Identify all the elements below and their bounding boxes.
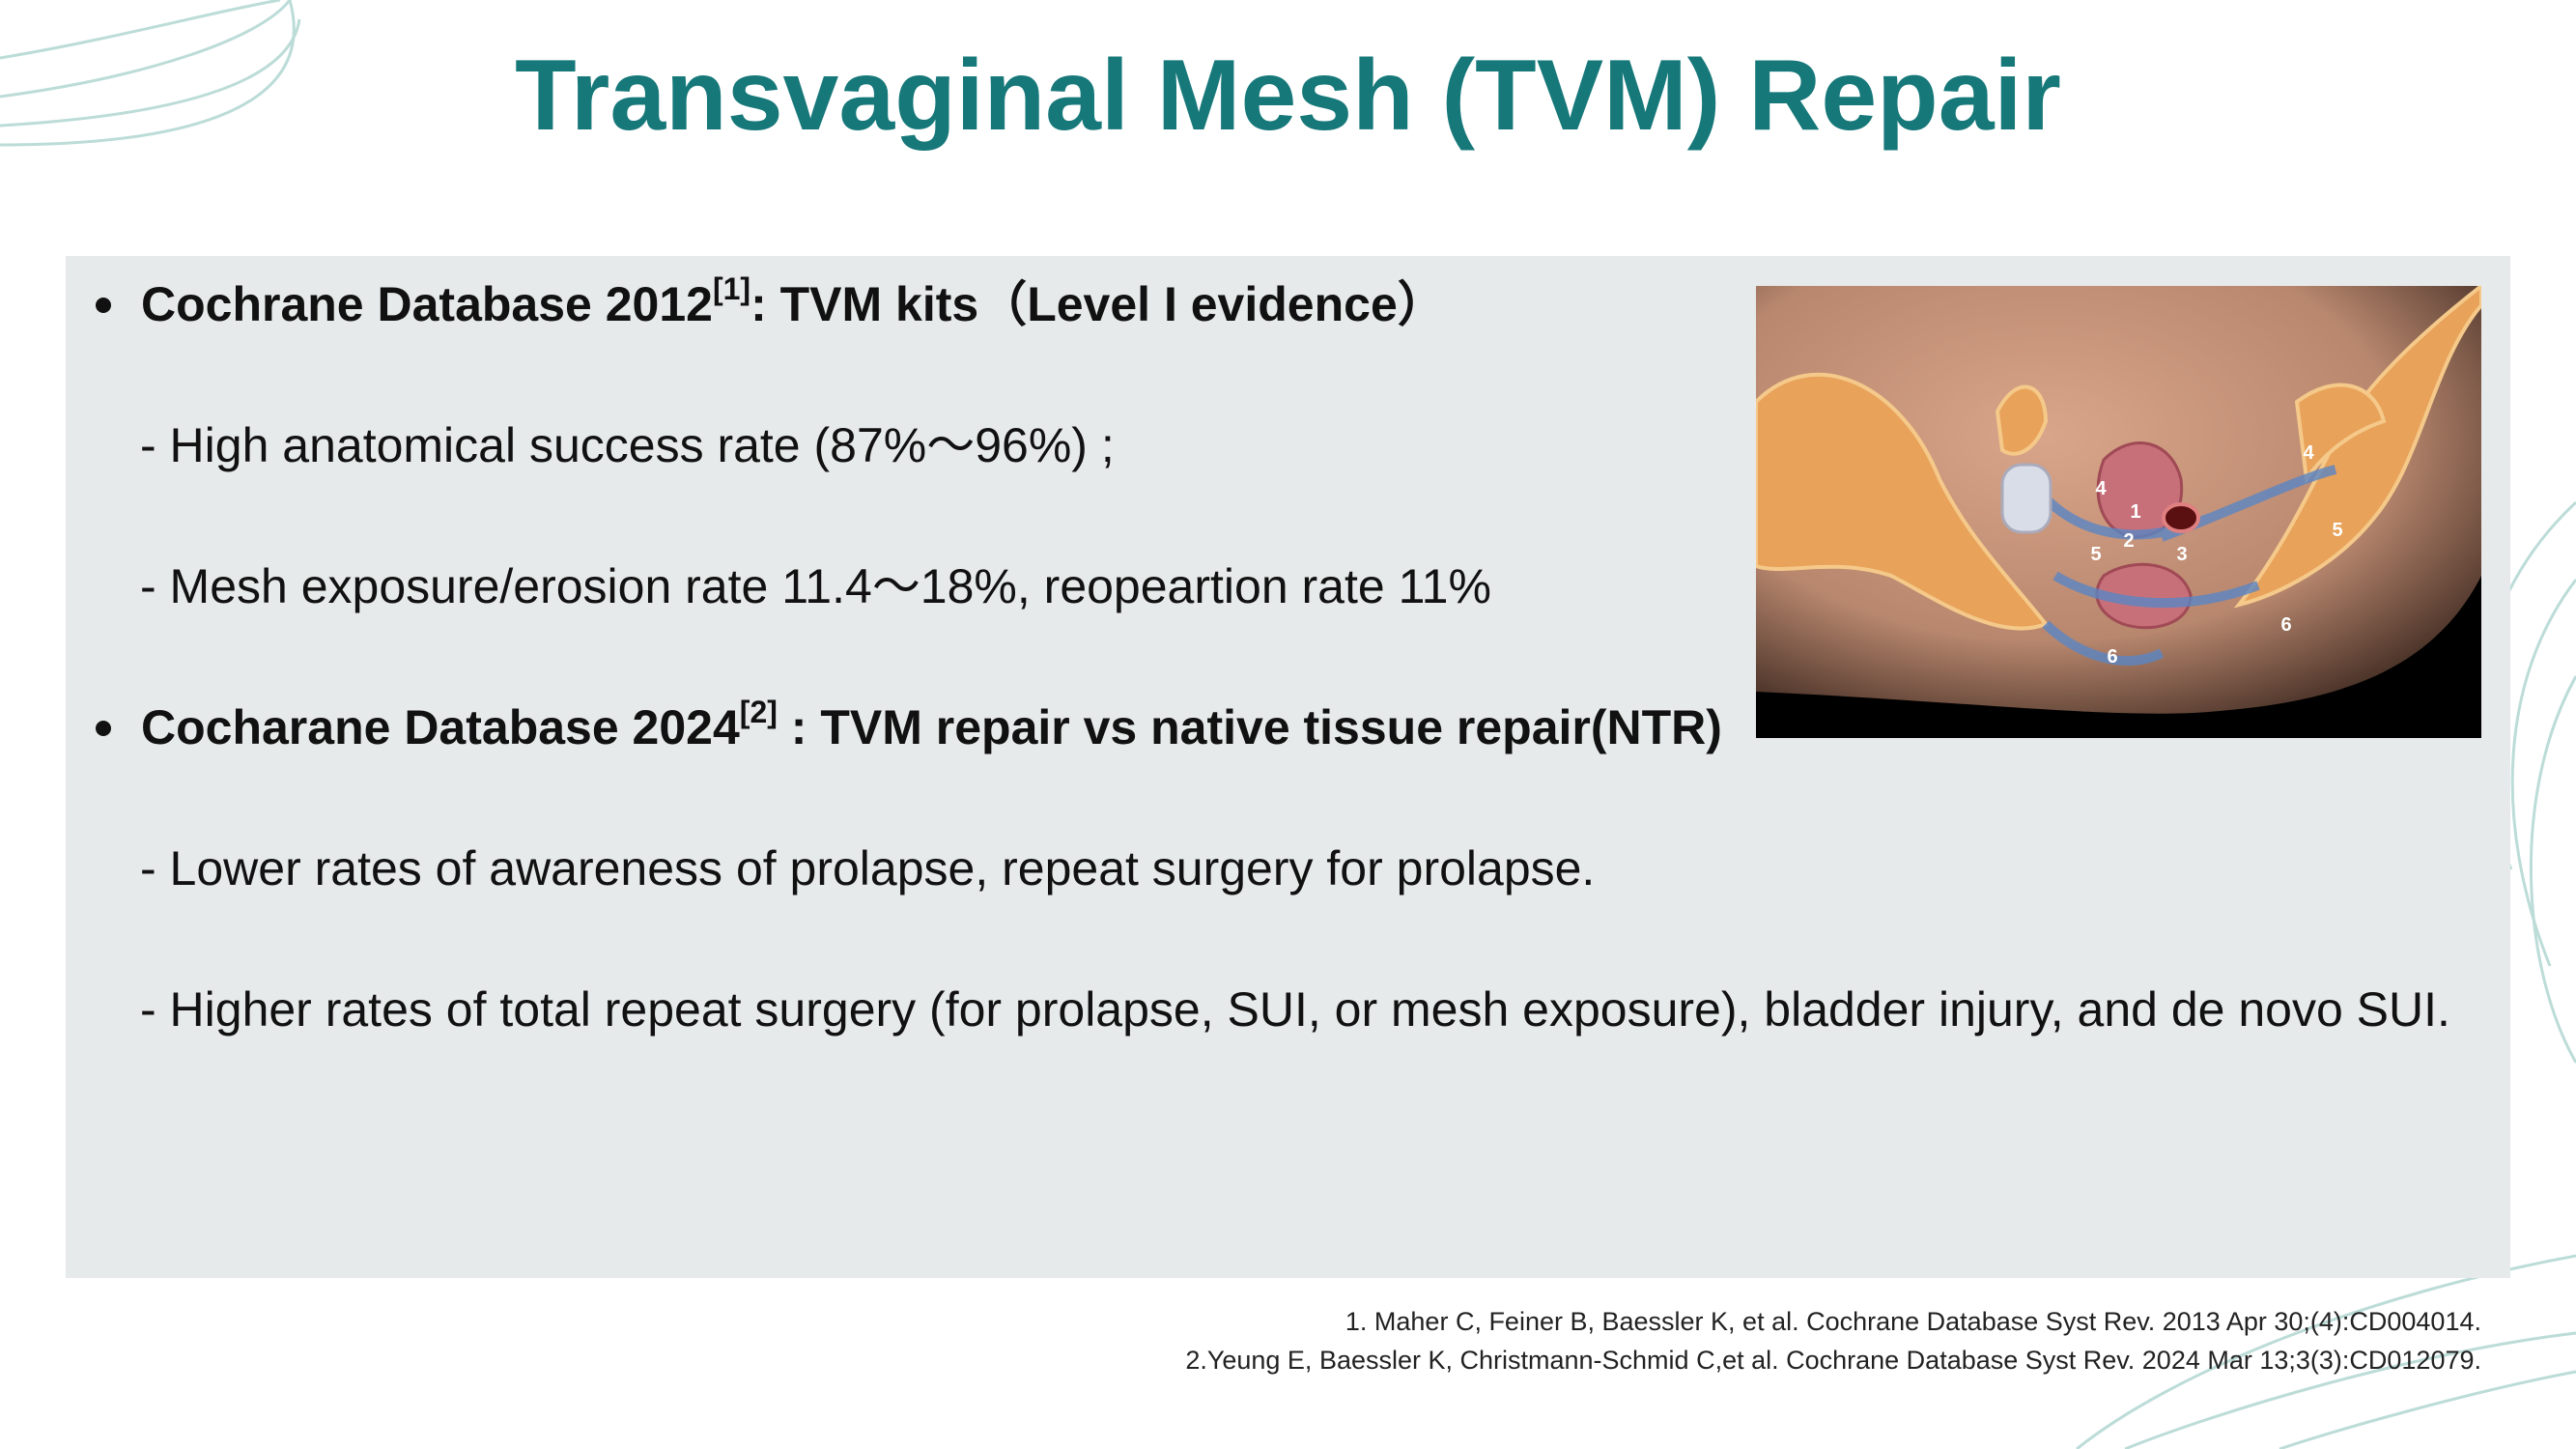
bullet-head: Cocharane Database 2024 bbox=[141, 700, 740, 754]
figure-label: 4 bbox=[2095, 478, 2107, 499]
figure-label: 5 bbox=[2332, 520, 2342, 541]
figure-label: 4 bbox=[2303, 442, 2314, 464]
bullet-rest: : TVM repair vs native tissue repair(NTR… bbox=[777, 700, 1722, 754]
figure-label: 6 bbox=[2107, 646, 2117, 668]
anatomy-figure: 4 4 1 2 5 5 3 6 6 bbox=[1756, 286, 2481, 738]
figure-label: 2 bbox=[2123, 530, 2134, 552]
sub-point: - Mesh exposure/erosion rate 11.4～18%, r… bbox=[140, 559, 1491, 613]
figure-label: 6 bbox=[2280, 614, 2291, 636]
citation: [2] bbox=[739, 695, 778, 729]
bullet-rest: : TVM kits（Level I evidence） bbox=[750, 277, 1446, 331]
reference: 1. Maher C, Feiner B, Baessler K, et al.… bbox=[1345, 1307, 2481, 1336]
bullet-dot bbox=[96, 298, 111, 313]
reference: 2.Yeung E, Baessler K, Christmann-Schmid… bbox=[1185, 1346, 2481, 1375]
figure-label: 3 bbox=[2176, 544, 2187, 565]
bullet-dot bbox=[96, 721, 111, 736]
figure-label: 5 bbox=[2090, 544, 2101, 565]
references: 1. Maher C, Feiner B, Baessler K, et al.… bbox=[1185, 1302, 2481, 1379]
sub-point: - Higher rates of total repeat surgery (… bbox=[140, 982, 2450, 1037]
bullet-head: Cochrane Database 2012 bbox=[141, 277, 713, 331]
sub-point: - Lower rates of awareness of prolapse, … bbox=[140, 841, 1596, 895]
sub-point: - High anatomical success rate (87%～96%)… bbox=[140, 418, 1115, 472]
bullet-list: Cochrane Database 2012[1]: TVM kits（Leve… bbox=[82, 234, 2487, 1080]
citation: [1] bbox=[712, 271, 751, 306]
bullet-heading: Cocharane Database 2024[2] : TVM repair … bbox=[82, 657, 2487, 798]
bullet-heading: Cochrane Database 2012[1]: TVM kits（Leve… bbox=[82, 234, 2487, 375]
figure-label: 1 bbox=[2130, 501, 2140, 523]
slide-title: Transvaginal Mesh (TVM) Repair bbox=[515, 40, 2061, 152]
